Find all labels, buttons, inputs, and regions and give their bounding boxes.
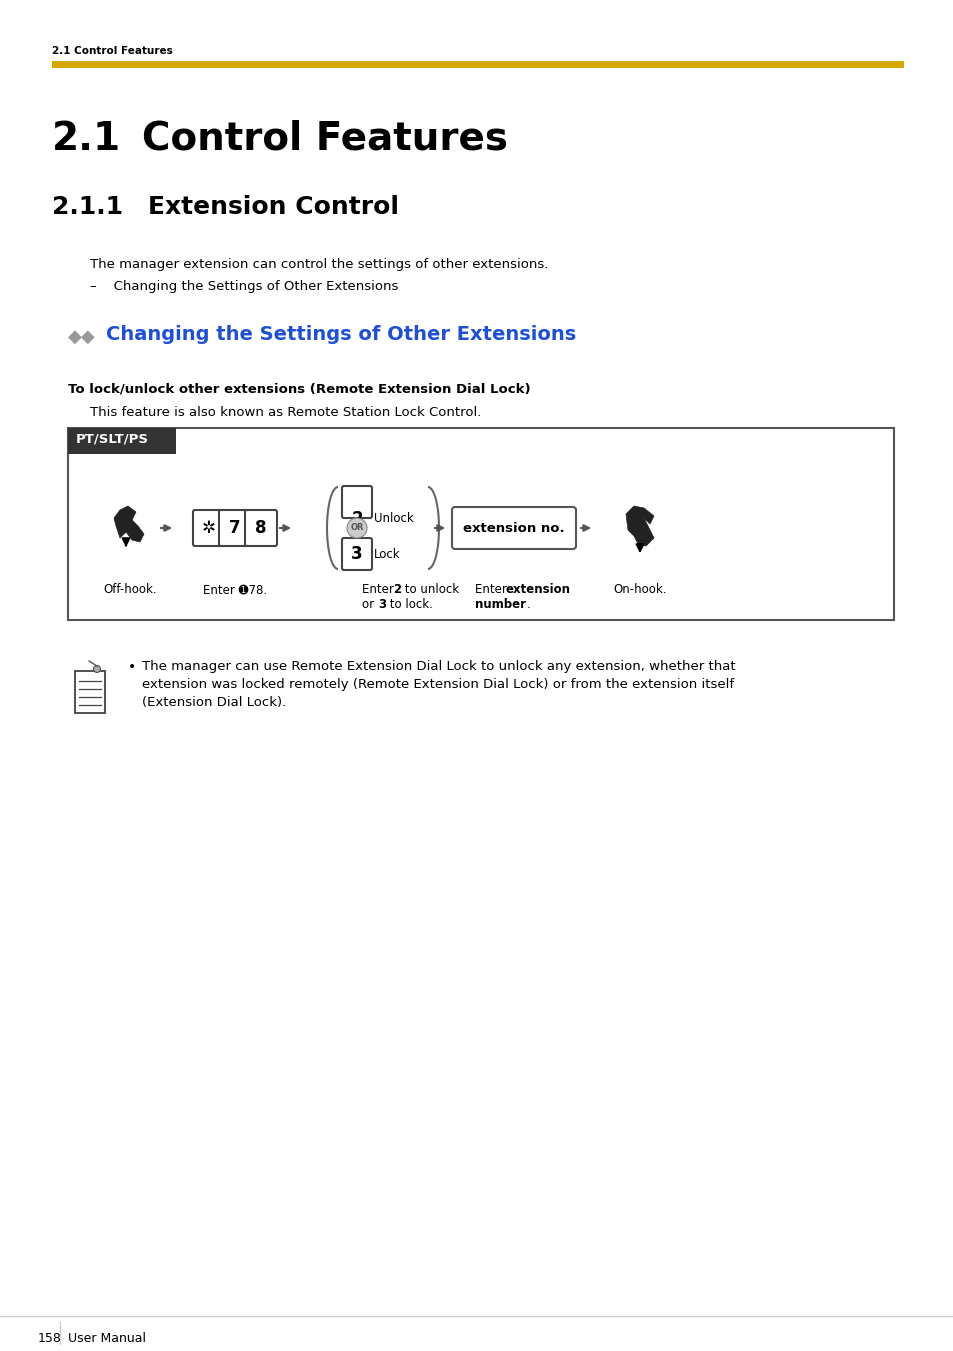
Text: The manager can use Remote Extension Dial Lock to unlock any extension, whether : The manager can use Remote Extension Dia… xyxy=(142,661,735,673)
Text: to unlock: to unlock xyxy=(400,584,458,596)
Text: •: • xyxy=(128,661,136,674)
Polygon shape xyxy=(113,507,144,542)
Text: Changing the Settings of Other Extensions: Changing the Settings of Other Extension… xyxy=(106,326,576,345)
Text: Enter ➊78.: Enter ➊78. xyxy=(203,584,267,596)
Polygon shape xyxy=(625,507,654,546)
Text: OR: OR xyxy=(350,523,363,532)
Text: to lock.: to lock. xyxy=(386,598,433,611)
Text: –    Changing the Settings of Other Extensions: – Changing the Settings of Other Extensi… xyxy=(90,280,398,293)
Text: This feature is also known as Remote Station Lock Control.: This feature is also known as Remote Sta… xyxy=(90,407,481,419)
FancyBboxPatch shape xyxy=(219,509,251,546)
Text: extension no.: extension no. xyxy=(463,521,564,535)
Text: Lock: Lock xyxy=(374,547,400,561)
FancyBboxPatch shape xyxy=(75,671,105,713)
Text: number: number xyxy=(475,598,525,611)
Text: User Manual: User Manual xyxy=(68,1332,146,1346)
Bar xyxy=(68,428,893,620)
Text: Enter: Enter xyxy=(475,584,510,596)
Text: Unlock: Unlock xyxy=(374,512,414,526)
Text: extension was locked remotely (Remote Extension Dial Lock) or from the extension: extension was locked remotely (Remote Ex… xyxy=(142,678,734,690)
FancyBboxPatch shape xyxy=(245,509,276,546)
Text: or: or xyxy=(361,598,377,611)
Bar xyxy=(52,61,903,68)
Text: ✲: ✲ xyxy=(202,519,215,536)
Circle shape xyxy=(347,517,367,538)
Text: 2: 2 xyxy=(351,509,362,528)
Text: (Extension Dial Lock).: (Extension Dial Lock). xyxy=(142,696,286,709)
FancyBboxPatch shape xyxy=(341,486,372,517)
FancyBboxPatch shape xyxy=(193,509,225,546)
Text: 3: 3 xyxy=(351,544,362,563)
Text: 2.1 Control Features: 2.1 Control Features xyxy=(52,46,172,55)
Text: 2: 2 xyxy=(393,584,400,596)
Circle shape xyxy=(93,666,100,673)
Text: .: . xyxy=(526,598,530,611)
FancyBboxPatch shape xyxy=(341,538,372,570)
Text: 2.1: 2.1 xyxy=(52,120,121,158)
Text: 3: 3 xyxy=(377,598,386,611)
Text: 7: 7 xyxy=(229,519,240,536)
Text: 2.1.1: 2.1.1 xyxy=(52,195,123,219)
Text: Extension Control: Extension Control xyxy=(148,195,398,219)
Text: Off-hook.: Off-hook. xyxy=(103,584,156,596)
Text: Enter: Enter xyxy=(361,584,397,596)
Text: The manager extension can control the settings of other extensions.: The manager extension can control the se… xyxy=(90,258,548,272)
Text: To lock/unlock other extensions (Remote Extension Dial Lock): To lock/unlock other extensions (Remote … xyxy=(68,382,530,396)
FancyBboxPatch shape xyxy=(452,507,576,549)
Text: ◆◆: ◆◆ xyxy=(68,328,95,346)
Text: PT/SLT/PS: PT/SLT/PS xyxy=(76,432,149,444)
Text: extension: extension xyxy=(505,584,571,596)
Text: 158: 158 xyxy=(38,1332,62,1346)
Text: Control Features: Control Features xyxy=(142,120,507,158)
Text: 8: 8 xyxy=(255,519,267,536)
Text: On-hook.: On-hook. xyxy=(613,584,666,596)
Bar xyxy=(68,428,175,454)
